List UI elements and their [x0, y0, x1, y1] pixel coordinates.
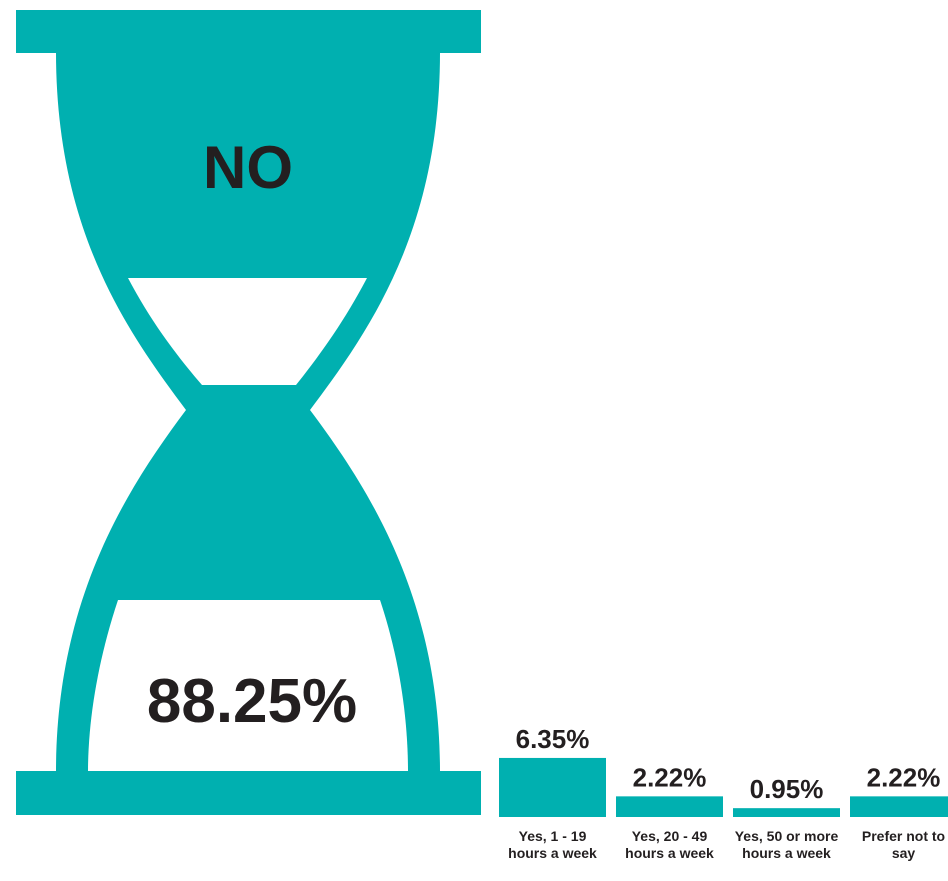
bar-value-label-4: 2.22% [867, 762, 941, 792]
featured-value-label: 88.25% [147, 667, 357, 736]
hourglass-glass-upper [128, 278, 367, 385]
hourglass-frame [56, 52, 440, 772]
category-label-2: Yes, 20 - 49 hours a week [625, 828, 714, 861]
category-label-3: Yes, 50 or more hours a week [734, 828, 839, 861]
bar-series: 6.35% 2.22% 0.95% 2.22% [499, 724, 948, 817]
bar-value-label-3: 0.95% [750, 774, 824, 804]
bar-2 [616, 796, 723, 817]
bar-1 [499, 757, 606, 817]
bar-3 [733, 808, 840, 817]
category-label-1: Yes, 1 - 19 hours a week [508, 828, 597, 861]
hourglass-bottom-cap [16, 771, 481, 815]
featured-category-label: NO [203, 134, 293, 201]
bar-4 [850, 796, 948, 817]
category-label-4: Prefer not to say [861, 828, 946, 861]
bar-value-label-2: 2.22% [633, 762, 707, 792]
hourglass-top-cap [16, 10, 481, 53]
hourglass-glass-lower [88, 600, 408, 772]
hourglass-shape: NO 88.25% [16, 10, 481, 815]
bar-value-label-1: 6.35% [516, 724, 590, 754]
